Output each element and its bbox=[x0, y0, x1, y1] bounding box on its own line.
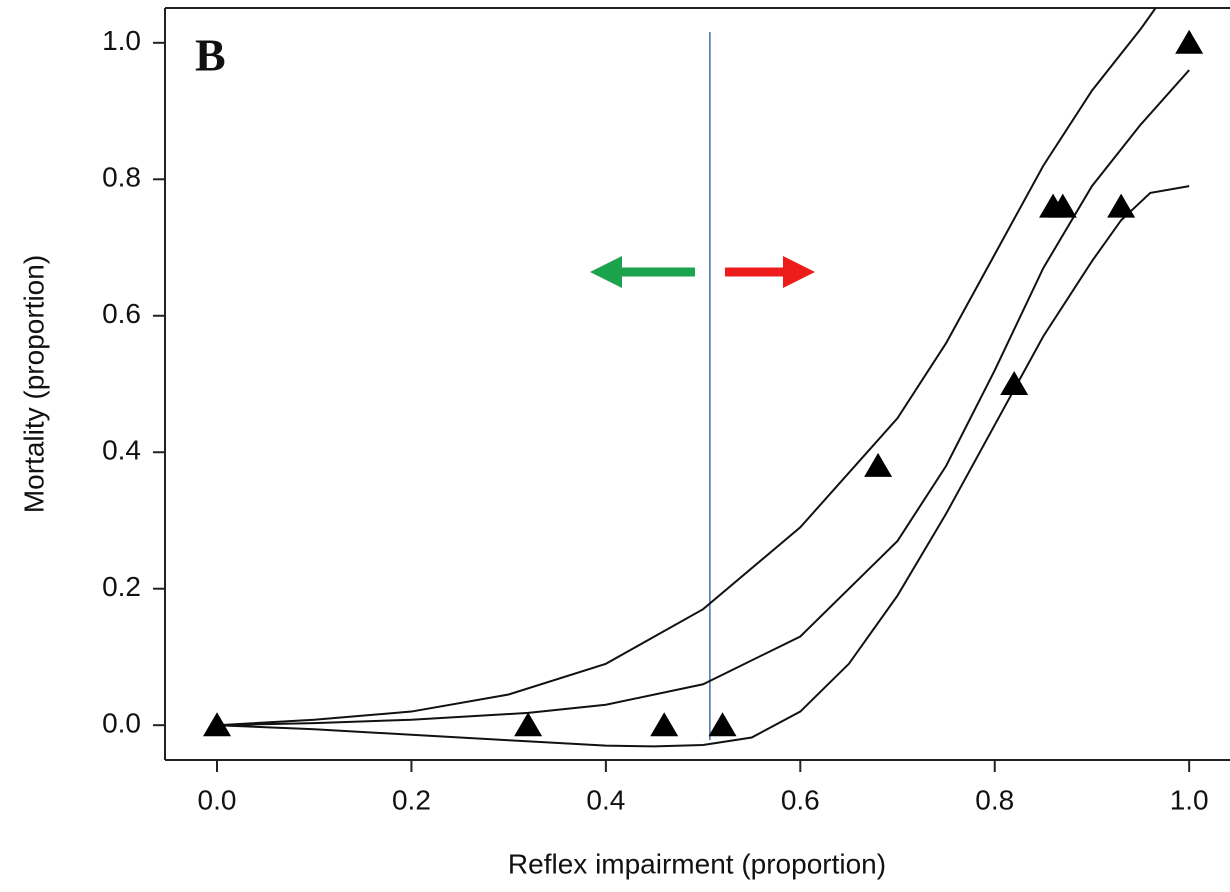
data-point bbox=[864, 452, 893, 477]
fit-curve bbox=[216, 8, 1157, 727]
data-point bbox=[708, 712, 737, 737]
x-tick-label: 1.0 bbox=[1170, 784, 1209, 815]
x-tick-label: 0.2 bbox=[392, 784, 431, 815]
plot-area bbox=[203, 8, 1204, 748]
panel-label: B bbox=[195, 30, 226, 81]
data-point bbox=[1000, 371, 1029, 395]
x-tick-label: 0.6 bbox=[781, 784, 820, 815]
data-point bbox=[1048, 193, 1077, 218]
fit-curve bbox=[216, 69, 1190, 727]
y-tick-label: 0.4 bbox=[102, 435, 141, 466]
x-tick-label: 0.0 bbox=[198, 784, 237, 815]
x-axis-label: Reflex impairment (proportion) bbox=[508, 848, 886, 879]
green-arrow-head bbox=[590, 256, 622, 288]
y-tick-label: 0.2 bbox=[102, 571, 141, 602]
data-point bbox=[1107, 193, 1136, 218]
y-tick-label: 1.0 bbox=[102, 25, 141, 56]
data-point bbox=[203, 712, 232, 737]
y-tick-label: 0.8 bbox=[102, 162, 141, 193]
fit-curve bbox=[216, 185, 1190, 748]
y-axis-label: Mortality (proportion) bbox=[18, 255, 49, 513]
arrows bbox=[590, 256, 815, 288]
x-tick-label: 0.4 bbox=[586, 784, 625, 815]
data-point bbox=[1175, 29, 1204, 54]
y-tick-label: 0.0 bbox=[102, 708, 141, 739]
data-point bbox=[650, 712, 679, 737]
red-arrow-head bbox=[783, 256, 815, 288]
x-tick-label: 0.8 bbox=[975, 784, 1014, 815]
y-tick-label: 0.6 bbox=[102, 298, 141, 329]
data-point bbox=[514, 712, 543, 737]
